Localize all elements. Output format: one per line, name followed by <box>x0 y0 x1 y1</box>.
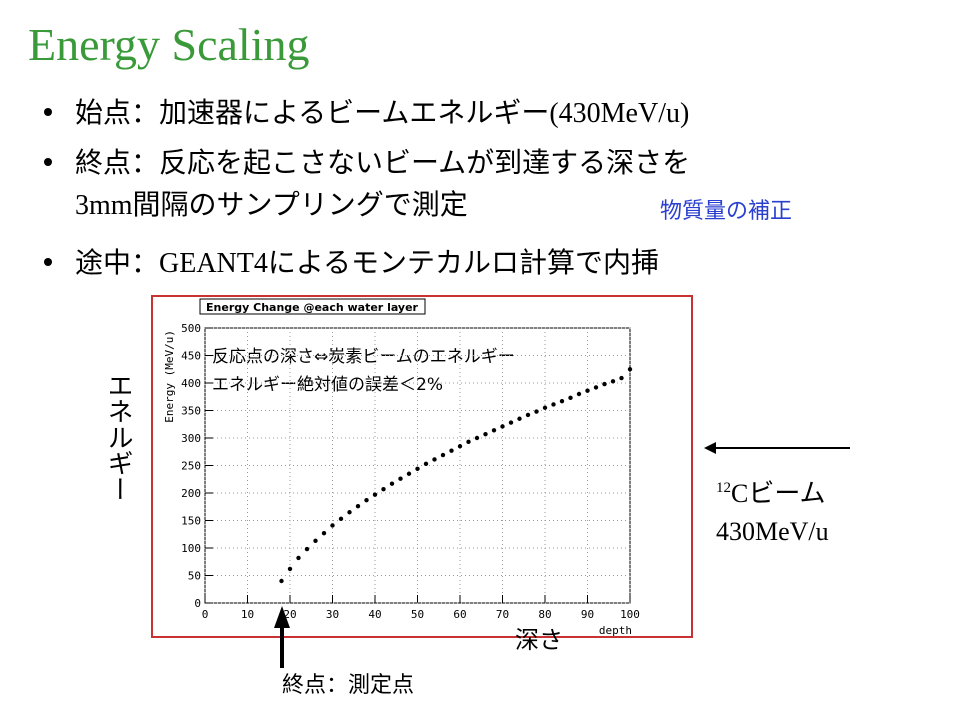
point <box>466 439 471 445</box>
point <box>585 388 590 393</box>
point <box>500 424 505 429</box>
y-tick-label: 400 <box>181 377 201 390</box>
y-annotation: エネルギー <box>103 372 133 502</box>
point <box>279 578 284 584</box>
x-tick-label: 100 <box>620 608 640 621</box>
point <box>525 412 531 418</box>
bullet <box>44 108 52 116</box>
bullet <box>44 158 52 166</box>
x-tick-label: 70 <box>496 608 509 621</box>
point <box>364 497 369 503</box>
point <box>304 546 310 552</box>
point <box>432 457 437 462</box>
bullet-text: 終点：反応を起こさないビームが到達する深さを <box>75 147 690 179</box>
point <box>406 471 412 476</box>
x-tick-label: 40 <box>368 608 381 621</box>
point <box>389 481 395 486</box>
point <box>602 381 607 387</box>
point <box>296 555 301 561</box>
x-tick-label: 80 <box>538 608 551 621</box>
point <box>593 385 599 390</box>
point <box>491 428 497 433</box>
point <box>415 466 420 471</box>
y-tick-label: 250 <box>181 460 201 473</box>
y-tick-label: 50 <box>188 570 201 583</box>
x-axis-label: depth <box>599 624 632 637</box>
point <box>398 476 403 481</box>
point <box>627 367 633 372</box>
annotation: エネルギー絶対値の誤差＜2% <box>212 375 443 395</box>
beam-energy: 430MeV/u <box>716 517 829 546</box>
point <box>568 395 573 401</box>
y-tick-label: 500 <box>181 322 201 335</box>
bullet-text: 途中：GEANT4によるモンテカルロ計算で内挿 <box>75 247 659 279</box>
point <box>483 431 488 437</box>
plot-title-box <box>199 298 426 315</box>
point <box>576 391 582 397</box>
point <box>287 566 293 572</box>
point <box>381 486 386 492</box>
point <box>355 504 361 509</box>
x-tick-label: 50 <box>411 608 424 621</box>
x-tick-label: 0 <box>202 608 209 621</box>
bullet <box>44 258 52 266</box>
annotation: 反応点の深さ⇔炭素ビームのエネルギー <box>212 347 515 367</box>
bullet-text: 始点：加速器によるビームエネルギー(430MeV/u) <box>75 97 689 129</box>
note: 物質量の補正 <box>660 199 792 224</box>
y-tick-label: 300 <box>181 432 201 445</box>
point <box>347 510 352 515</box>
point <box>517 416 522 421</box>
x-tick-label: 10 <box>241 608 254 621</box>
y-tick-label: 450 <box>181 350 201 363</box>
y-tick-label: 200 <box>181 487 201 500</box>
endpoint-annotation: 終点：測定点 <box>282 673 414 698</box>
point <box>330 523 335 528</box>
bullet-text: 3mm間隔のサンプリングで測定 <box>75 189 468 221</box>
point <box>610 379 616 384</box>
beam-label: 12Cビーム <box>716 479 826 508</box>
point <box>313 538 318 544</box>
y-tick-label: 100 <box>181 542 201 555</box>
depth-annotation: 深さ <box>515 626 563 654</box>
point <box>551 402 556 407</box>
plot-title: Energy Change @each water layer <box>206 301 419 314</box>
point <box>619 375 624 381</box>
point <box>423 461 429 467</box>
point <box>321 530 327 536</box>
x-tick-label: 20 <box>283 608 296 621</box>
point <box>440 452 446 458</box>
x-tick-label: 30 <box>326 608 339 621</box>
x-tick-label: 90 <box>581 608 594 621</box>
x-tick-label: 60 <box>453 608 466 621</box>
y-tick-label: 0 <box>194 597 201 610</box>
y-axis-label: Energy (MeV/u) <box>163 330 176 423</box>
point <box>534 409 539 414</box>
y-tick-label: 350 <box>181 405 201 418</box>
y-tick-label: 150 <box>181 515 201 528</box>
point <box>542 405 548 410</box>
point <box>457 444 463 449</box>
point <box>449 448 454 453</box>
slide-title: Energy Scaling <box>28 19 309 70</box>
endpoint-arrow-head <box>274 606 290 628</box>
point <box>559 398 565 404</box>
beam-arrow-head <box>704 442 716 454</box>
beam-name: Cビーム <box>731 479 826 508</box>
point <box>508 420 514 425</box>
point <box>372 492 378 497</box>
point <box>474 435 480 441</box>
beam-mass: 12 <box>716 480 731 496</box>
point <box>338 516 344 522</box>
